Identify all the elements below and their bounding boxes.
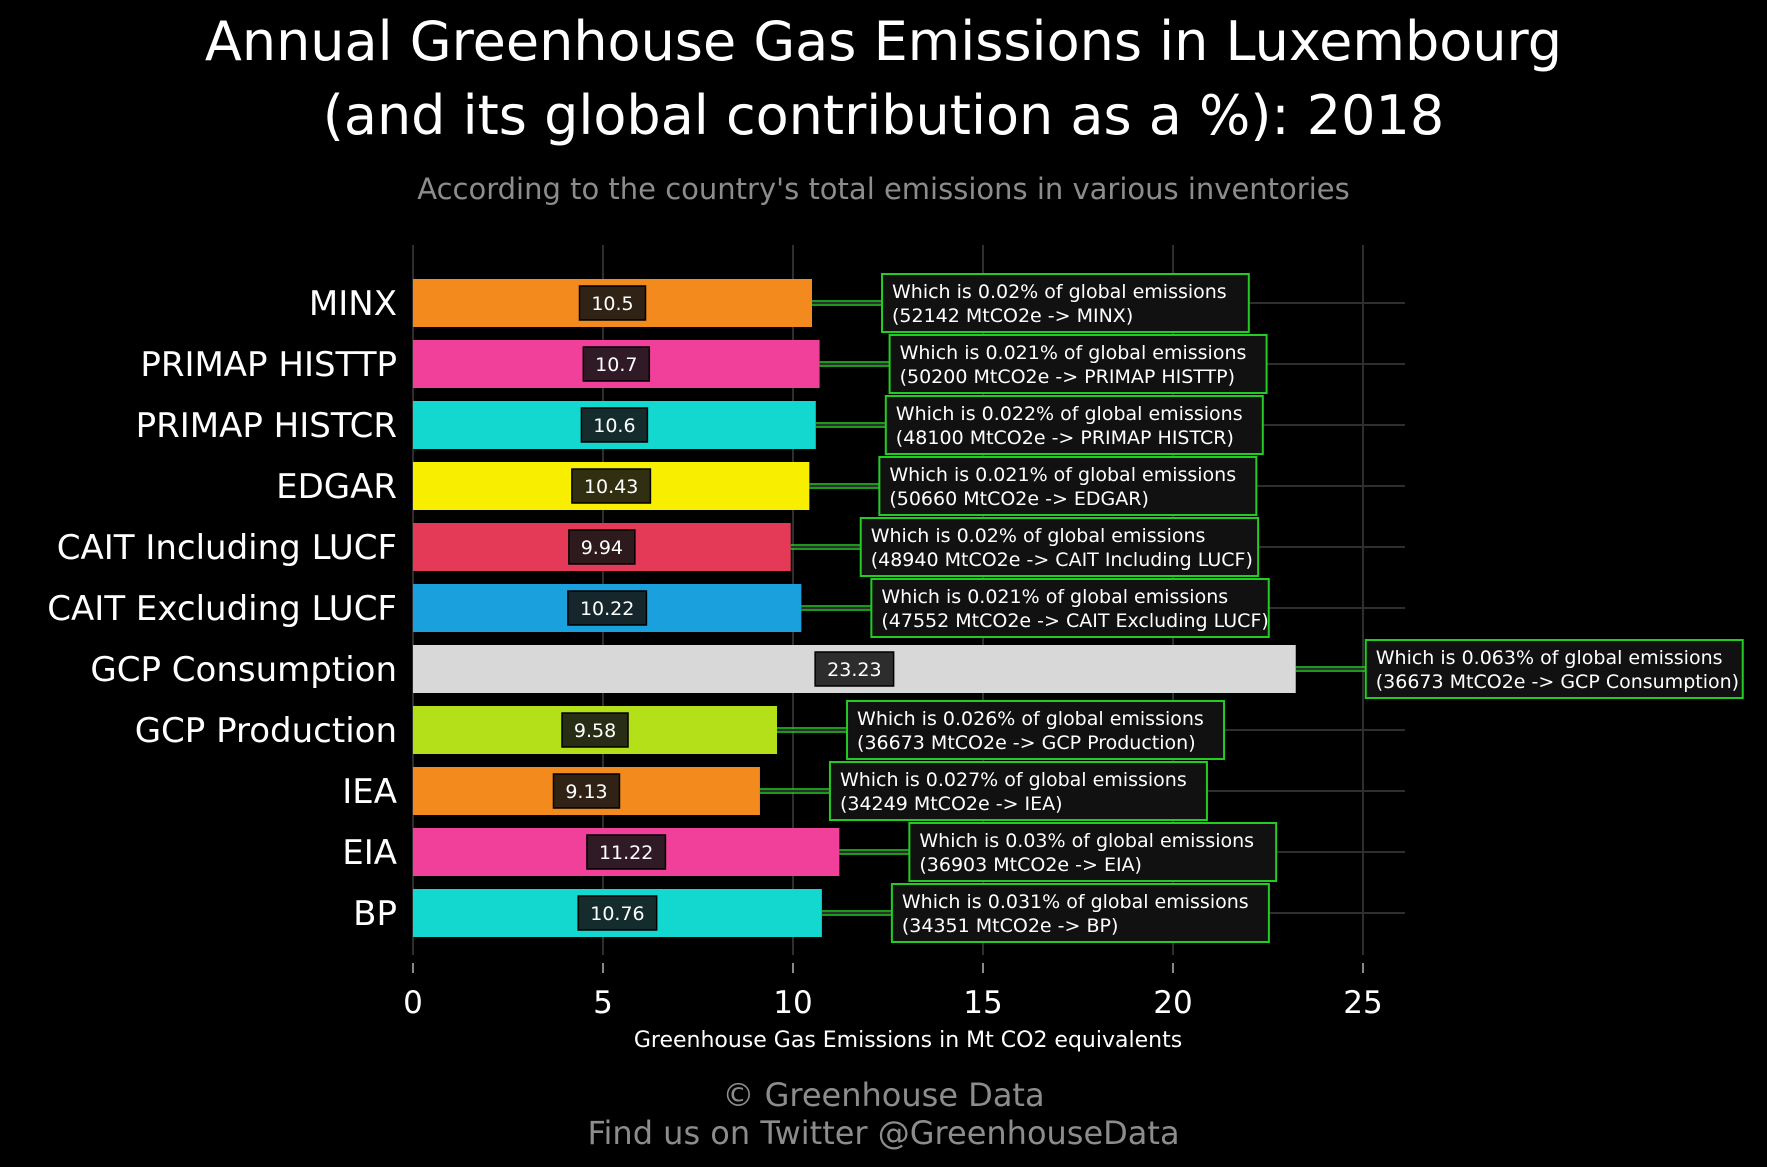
value-label-box [567, 590, 648, 626]
x-tick-label: 0 [403, 985, 423, 1021]
y-tick-label: IEA [342, 772, 397, 812]
annotation-line-2: (47552 MtCO2e -> CAIT Excluding LUCF) [881, 610, 1268, 632]
y-tick-label: EDGAR [276, 467, 397, 507]
value-label-box [582, 346, 651, 382]
annotation-line-2: (36673 MtCO2e -> GCP Production) [857, 732, 1196, 754]
value-label-box [571, 468, 652, 504]
annotation-line-1: Which is 0.026% of global emissions [857, 708, 1204, 730]
annotation-box [890, 883, 1270, 943]
annotation-line-2: (36903 MtCO2e -> EIA) [919, 854, 1142, 876]
y-tick-label: CAIT Excluding LUCF [47, 589, 397, 629]
value-label: 10.76 [590, 903, 644, 925]
annotation-box [878, 456, 1258, 516]
value-label: 9.58 [574, 720, 616, 742]
annotation-line-2: (36673 MtCO2e -> GCP Consumption) [1376, 671, 1739, 693]
value-label: 10.22 [580, 598, 634, 620]
annotation-line-1: Which is 0.027% of global emissions [840, 769, 1187, 791]
x-tick-label: 20 [1153, 985, 1192, 1021]
x-tick-label: 10 [773, 985, 812, 1021]
annotation-line-2: (34249 MtCO2e -> IEA) [840, 793, 1063, 815]
value-label: 10.43 [584, 476, 638, 498]
annotation-line-1: Which is 0.02% of global emissions [892, 281, 1227, 303]
value-label: 10.7 [595, 354, 637, 376]
annotation-box [828, 761, 1208, 821]
y-tick-label: MINX [309, 284, 397, 324]
value-label-box [568, 529, 636, 565]
x-tick-label: 25 [1343, 985, 1382, 1021]
annotation-line-1: Which is 0.03% of global emissions [919, 830, 1254, 852]
y-tick-label: CAIT Including LUCF [57, 528, 397, 568]
annotation-line-2: (48100 MtCO2e -> PRIMAP HISTCR) [896, 427, 1234, 449]
y-tick-label: GCP Consumption [90, 650, 397, 690]
y-tick-label: GCP Production [135, 711, 397, 751]
value-label-box [578, 285, 647, 321]
value-label: 9.94 [581, 537, 623, 559]
annotation-box [859, 517, 1260, 577]
value-label-box [814, 651, 895, 687]
annotation-line-1: Which is 0.02% of global emissions [871, 525, 1206, 547]
annotation-line-2: (48940 MtCO2e -> CAIT Including LUCF) [871, 549, 1253, 571]
chart-subtitle: According to the country's total emissio… [417, 172, 1350, 206]
annotation-box [1364, 639, 1744, 699]
footer-twitter: Find us on Twitter @GreenhouseData [587, 1114, 1180, 1152]
value-label-box [561, 712, 629, 748]
annotation-line-1: Which is 0.021% of global emissions [889, 464, 1236, 486]
footer-copyright: © Greenhouse Data [722, 1076, 1045, 1114]
chart-title-line-2: (and its global contribution as a %): 20… [322, 84, 1445, 147]
annotation-line-2: (34351 MtCO2e -> BP) [902, 915, 1119, 937]
annotation-line-1: Which is 0.021% of global emissions [900, 342, 1247, 364]
value-label-box [580, 407, 649, 443]
value-label: 23.23 [827, 659, 881, 681]
y-tick-label: EIA [342, 833, 397, 873]
annotation-box [881, 273, 1250, 333]
annotation-line-2: (50660 MtCO2e -> EDGAR) [889, 488, 1149, 510]
annotation-box [888, 334, 1268, 394]
value-label-box [577, 895, 658, 931]
chart-title-line-1: Annual Greenhouse Gas Emissions in Luxem… [204, 10, 1563, 73]
value-label-box [552, 773, 621, 809]
annotation-line-1: Which is 0.021% of global emissions [881, 586, 1228, 608]
annotation-box [870, 578, 1270, 638]
x-axis-label: Greenhouse Gas Emissions in Mt CO2 equiv… [634, 1028, 1182, 1053]
annotation-line-2: (52142 MtCO2e -> MINX) [892, 305, 1133, 327]
annotation-line-1: Which is 0.063% of global emissions [1376, 647, 1723, 669]
annotation-box [908, 822, 1278, 882]
value-label: 11.22 [599, 842, 653, 864]
axis-layer: 0 5 10 15 20 25 MINX PRIMAP HISTTP PRIMAP HISTCR… [47, 284, 1382, 1021]
y-tick-label: PRIMAP HISTCR [136, 406, 397, 446]
x-tick-label: 15 [963, 985, 1002, 1021]
annotation-line-1: Which is 0.031% of global emissions [902, 891, 1249, 913]
annotation-box [846, 700, 1226, 760]
annotation-line-1: Which is 0.022% of global emissions [896, 403, 1243, 425]
value-label: 10.6 [593, 415, 635, 437]
annotation-box [884, 395, 1264, 455]
annotation-line-2: (50200 MtCO2e -> PRIMAP HISTTP) [900, 366, 1235, 388]
value-label: 10.5 [591, 293, 633, 315]
value-label-box [586, 834, 667, 870]
y-tick-label: BP [353, 894, 397, 934]
y-tick-label: PRIMAP HISTTP [140, 345, 397, 385]
value-label: 9.13 [565, 781, 607, 803]
x-tick-label: 5 [593, 985, 613, 1021]
